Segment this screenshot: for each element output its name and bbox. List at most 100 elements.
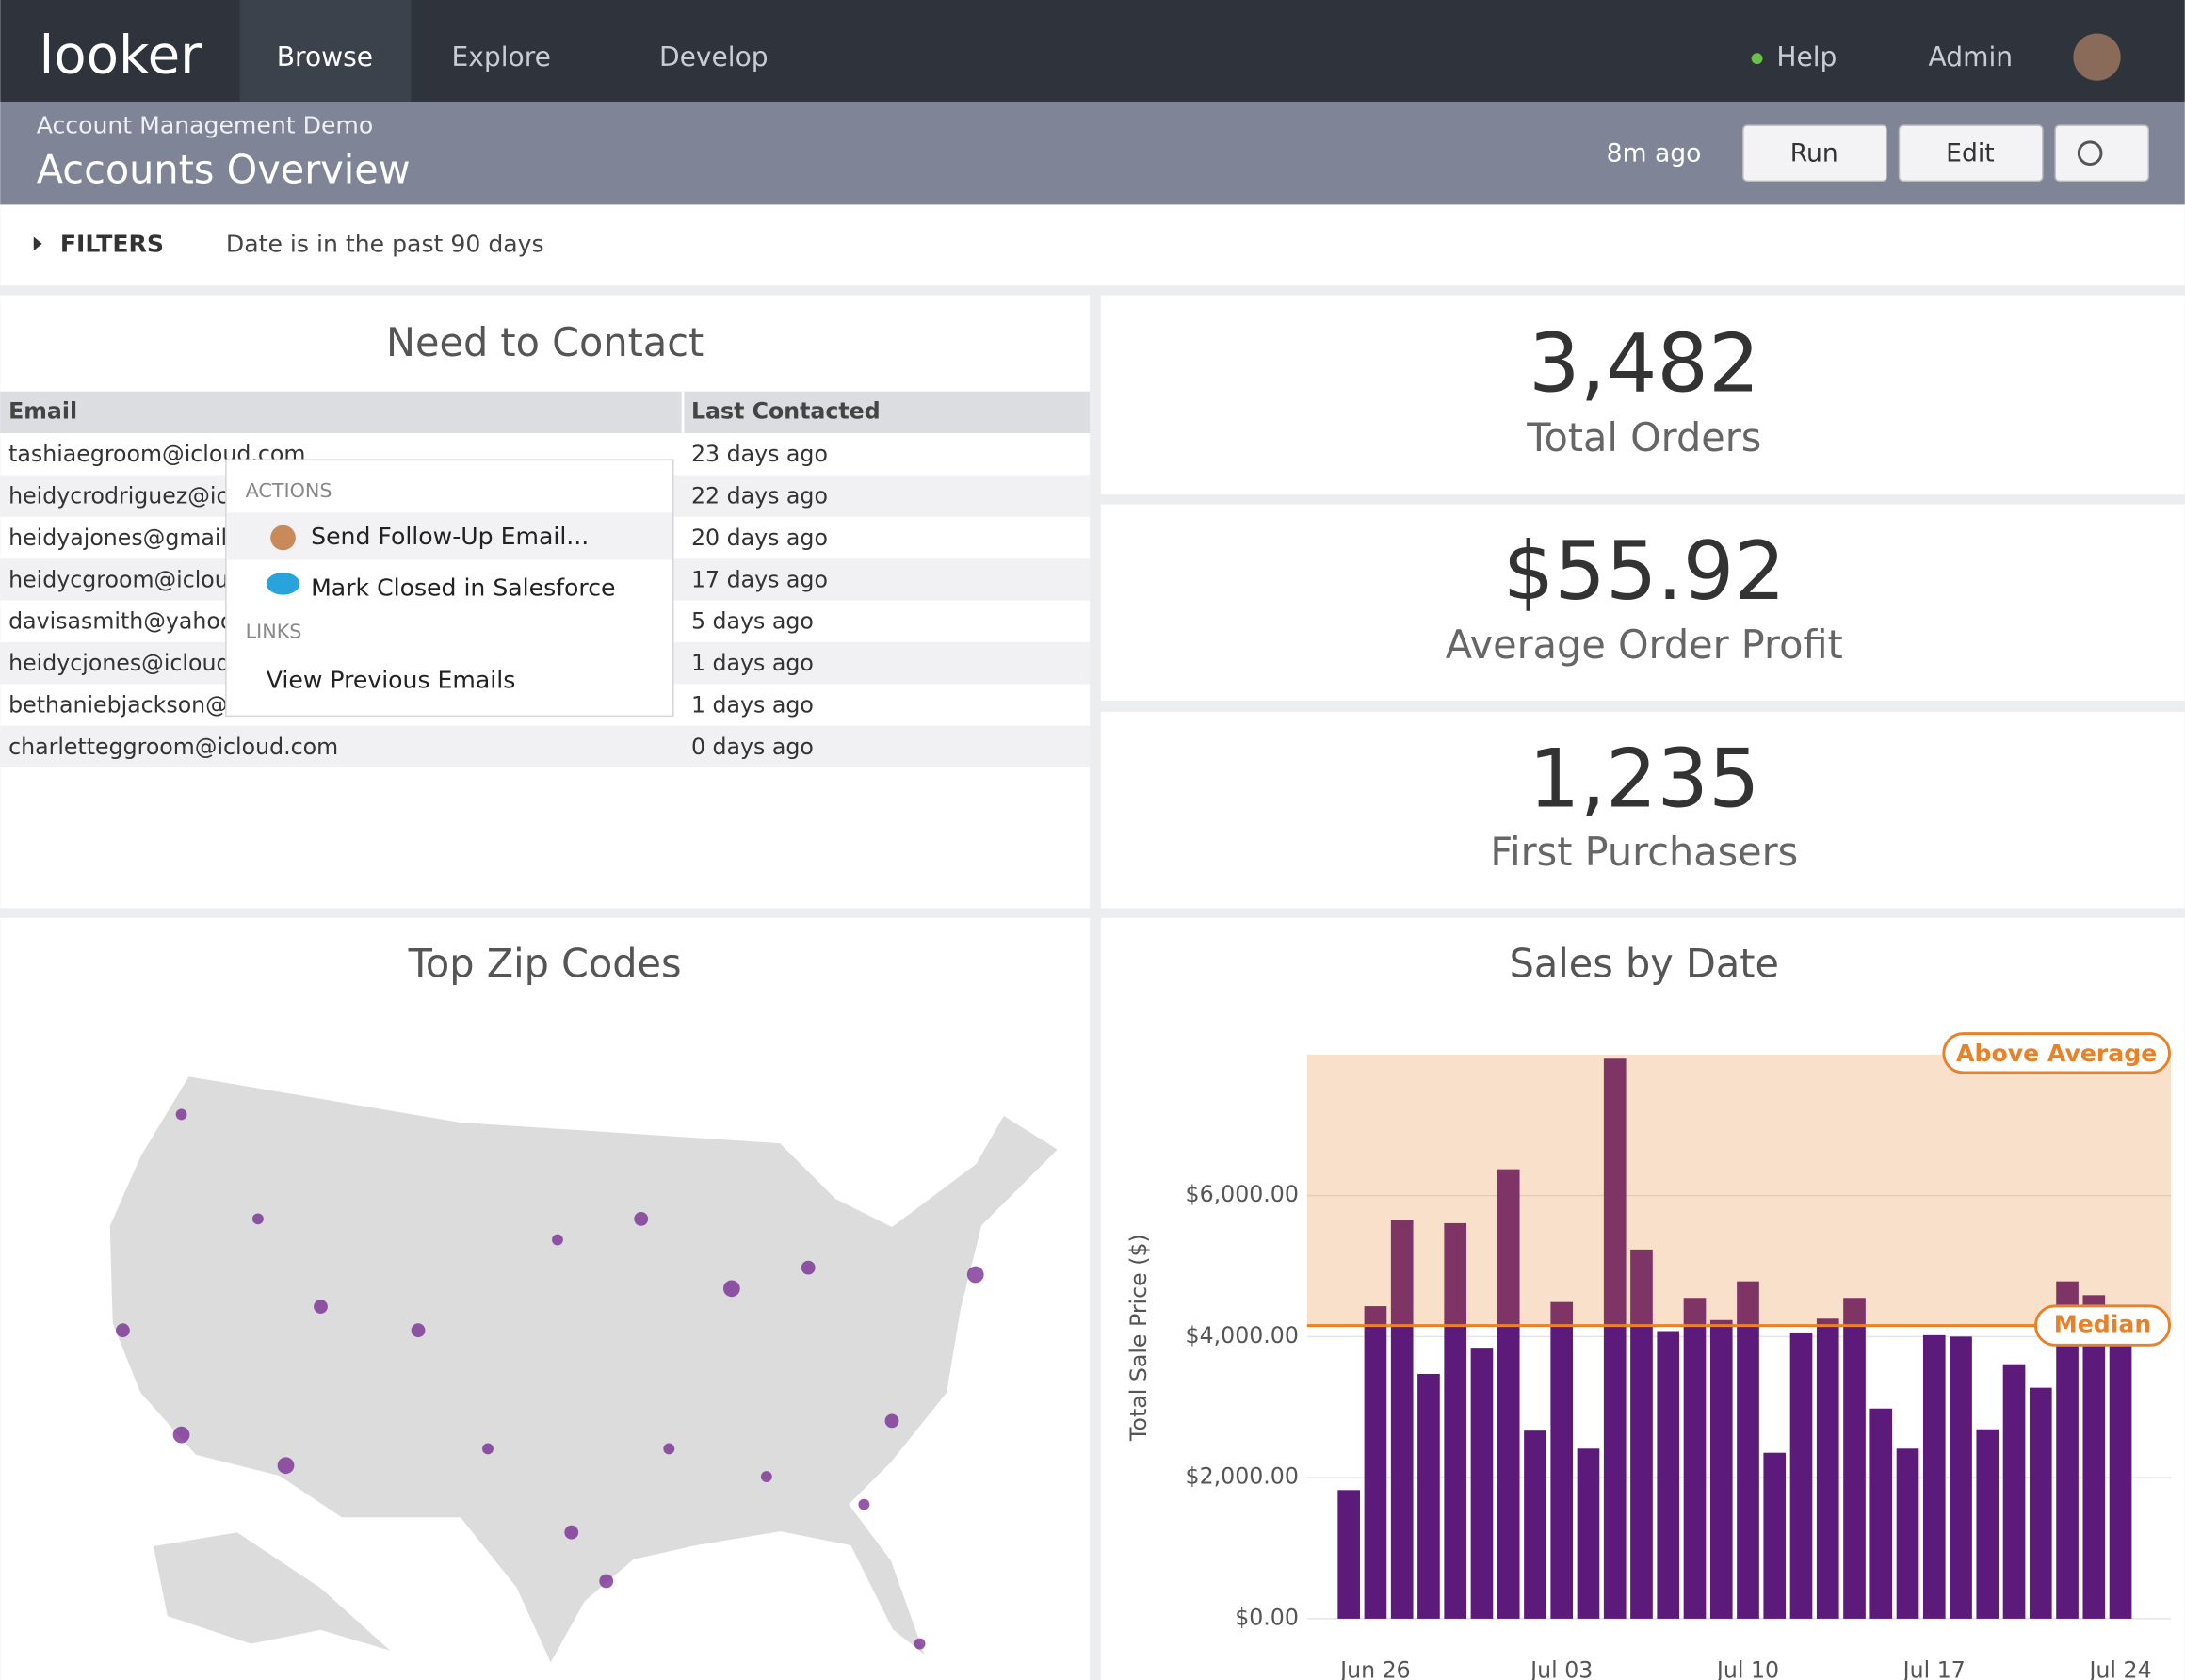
bar	[1789, 1332, 1813, 1619]
bar	[1763, 1452, 1787, 1619]
bar	[2109, 1333, 2132, 1619]
cell[interactable]: heidycjones@icloud.	[8, 650, 237, 676]
edit-button[interactable]	[1898, 124, 2044, 183]
x-tick-label: Jul 17	[1902, 1657, 1966, 1680]
status-dot	[1751, 53, 1763, 65]
menu-section: ACTIONS	[246, 479, 332, 502]
bar	[1843, 1298, 1866, 1619]
logo[interactable]: looker	[40, 25, 203, 87]
mailchimp-icon	[270, 525, 296, 551]
nav-item[interactable]: Develop	[659, 41, 769, 73]
bar	[1337, 1490, 1361, 1619]
bar	[1390, 1220, 1414, 1619]
y-tick-label: $6,000.00	[1186, 1181, 1299, 1207]
bar-chart: $0.00 $2,000.00 $4,000.00 $6,000.00 Total Sa…	[1125, 1032, 2171, 1680]
menu-section: LINKS	[246, 621, 302, 643]
x-tick-label: Jun 26	[1338, 1657, 1411, 1680]
nav-item[interactable]: Help	[1776, 41, 1837, 73]
cell[interactable]: heidycgroom@icloud	[8, 566, 243, 592]
nav-item[interactable]: Admin	[1929, 41, 2014, 73]
menu-item[interactable]: Mark Closed in Salesforce	[311, 574, 615, 602]
above-average-band	[1306, 1054, 2171, 1326]
bar	[1364, 1306, 1387, 1619]
button-label[interactable]: Edit	[1946, 139, 1995, 169]
bar	[1603, 1058, 1627, 1619]
bar	[1657, 1331, 1680, 1619]
cell: 17 days ago	[691, 566, 828, 592]
cell: 0 days ago	[691, 734, 814, 760]
annotation-box	[2033, 1304, 2171, 1347]
cell: 23 days ago	[691, 441, 828, 467]
cell: 1 days ago	[691, 691, 814, 718]
breadcrumb[interactable]: Account Management Demo	[37, 112, 374, 139]
panel	[1100, 504, 2185, 702]
annotation: Above Average	[1956, 1040, 2157, 1067]
menu-hover	[227, 512, 672, 560]
run-button[interactable]	[1742, 124, 1887, 183]
kpi-label: Average Order Profit	[1446, 622, 1843, 668]
avatar[interactable]	[2073, 33, 2121, 81]
table: Email Last Contactedtashiaegroom@icloud.c…	[0, 391, 1091, 768]
table-header	[0, 391, 1091, 434]
menu-item[interactable]: Send Follow-Up Email...	[311, 523, 589, 550]
cell[interactable]: davisasmith@yahoo.	[8, 608, 240, 635]
bar	[1950, 1336, 1972, 1619]
bar	[1976, 1429, 1999, 1619]
column-header[interactable]: Last Contacted	[691, 397, 881, 424]
bar	[1630, 1249, 1653, 1619]
cell[interactable]: charletteggroom@icloud.com	[8, 734, 338, 760]
salesforce-icon	[266, 572, 300, 595]
cell[interactable]: bethaniebjackson@ic	[8, 691, 246, 718]
panel-title: Top Zip Codes	[408, 942, 682, 987]
bar	[2029, 1387, 2052, 1619]
x-tick-label: Jul 10	[1715, 1657, 1779, 1680]
row-stripe	[0, 725, 1091, 768]
dashboard-title: Accounts Overview	[37, 147, 411, 192]
button-label[interactable]: Run	[1790, 139, 1838, 169]
y-axis-label: Total Sale Price ($)	[1125, 1234, 1152, 1442]
cell[interactable]: heidycrodriguez@iclo	[8, 483, 248, 509]
nav-item[interactable]: Explore	[452, 41, 551, 73]
y-tick-label: $4,000.00	[1186, 1322, 1299, 1349]
us-map	[107, 1074, 1061, 1668]
panel	[1100, 711, 2185, 909]
annotation-box	[1942, 1032, 2171, 1074]
bar	[1709, 1319, 1733, 1619]
y-tick-label: $0.00	[1235, 1604, 1299, 1630]
nav-item[interactable]: Browse	[277, 41, 373, 73]
cell: 20 days ago	[691, 525, 828, 551]
bar	[1444, 1222, 1467, 1619]
kpi-value: 3,482	[1529, 316, 1760, 411]
annotation: Median	[2054, 1311, 2151, 1338]
bar	[2002, 1364, 2026, 1619]
menu-box	[225, 459, 674, 718]
cell: 1 days ago	[691, 650, 814, 676]
bar	[1737, 1281, 1759, 1619]
y-tick-label: $2,000.00	[1186, 1463, 1299, 1490]
kpi-label: Total Orders	[1526, 415, 1761, 460]
bar	[1816, 1318, 1839, 1619]
caret[interactable]	[33, 236, 42, 251]
alaska	[153, 1532, 391, 1651]
menu-item[interactable]: View Previous Emails	[267, 666, 516, 693]
bar	[1550, 1301, 1574, 1619]
column-header[interactable]: Email	[8, 397, 77, 424]
x-tick-label: Jul 24	[2087, 1657, 2151, 1680]
bar	[1497, 1169, 1520, 1619]
panel-title: Need to Contact	[386, 320, 704, 365]
bar	[1524, 1430, 1546, 1619]
filters-label[interactable]: FILTERS	[60, 230, 164, 257]
filter-bar	[0, 204, 2185, 286]
kpi-label: First Purchasers	[1490, 830, 1798, 875]
bar	[2082, 1295, 2106, 1619]
filter-text: Date is in the past 90 days	[226, 230, 544, 257]
bar	[1470, 1348, 1494, 1619]
bar	[1417, 1373, 1440, 1619]
nav-active	[239, 0, 412, 102]
panel	[1100, 295, 2185, 495]
cell[interactable]: heidyajones@gmail.c	[8, 525, 246, 551]
kpi-value: $55.92	[1503, 525, 1786, 619]
